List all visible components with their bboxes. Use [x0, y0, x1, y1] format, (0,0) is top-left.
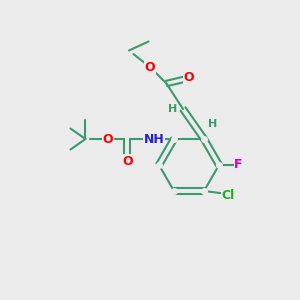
Text: O: O	[122, 155, 133, 168]
Text: Cl: Cl	[221, 189, 235, 202]
Text: H: H	[208, 119, 217, 129]
Text: O: O	[184, 71, 194, 84]
Text: O: O	[145, 61, 155, 74]
Text: NH: NH	[144, 133, 165, 146]
Text: H: H	[168, 104, 177, 114]
Text: O: O	[103, 133, 113, 146]
Text: F: F	[234, 158, 243, 172]
